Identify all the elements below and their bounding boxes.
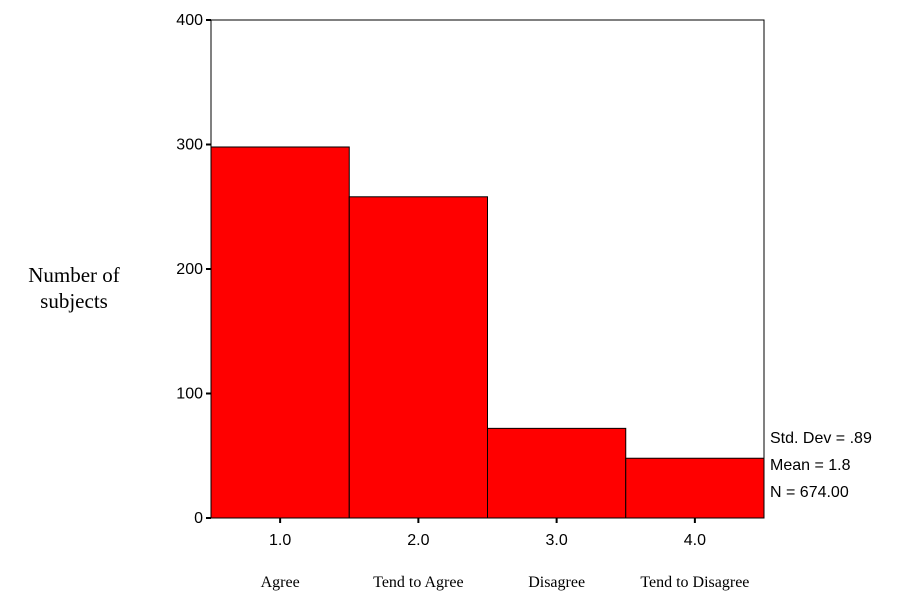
x-tick-label: 2.0 bbox=[407, 532, 429, 549]
category-label: Disagree bbox=[528, 574, 585, 591]
y-axis-label: Number of subjects bbox=[4, 262, 144, 314]
stats-box: Std. Dev = .89 Mean = 1.8 N = 674.00 bbox=[770, 425, 872, 506]
stat-n: N = 674.00 bbox=[770, 484, 849, 501]
y-tick-label: 200 bbox=[176, 261, 203, 278]
stat-std-dev: Std. Dev = .89 bbox=[770, 430, 872, 447]
y-tick-label: 0 bbox=[194, 510, 203, 527]
bar-3 bbox=[487, 427, 627, 519]
y-tick-label: 300 bbox=[176, 137, 203, 154]
bars-group bbox=[210, 146, 765, 519]
x-tick-label: 3.0 bbox=[546, 532, 568, 549]
y-tick-label: 400 bbox=[176, 12, 203, 29]
stat-mean: Mean = 1.8 bbox=[770, 457, 851, 474]
bar-2 bbox=[348, 196, 488, 519]
y-axis-label-line-2: subjects bbox=[40, 289, 108, 313]
x-tick-label: 1.0 bbox=[269, 532, 291, 549]
category-label: Agree bbox=[261, 574, 300, 591]
y-tick-label: 100 bbox=[176, 386, 203, 403]
bar-4 bbox=[625, 457, 765, 519]
bar-1 bbox=[210, 146, 350, 519]
x-category-labels: Agree Tend to Agree Disagree Tend to Disagr… bbox=[261, 574, 750, 591]
category-label: Tend to Agree bbox=[373, 574, 463, 591]
x-axis-ticks: 1.0 2.0 3.0 4.0 bbox=[269, 518, 706, 549]
y-axis-ticks: 0 100 200 300 400 bbox=[176, 12, 211, 527]
y-axis-label-line-1: Number of bbox=[28, 263, 120, 287]
category-label: Tend to Disagree bbox=[640, 574, 749, 591]
x-tick-label: 4.0 bbox=[684, 532, 706, 549]
